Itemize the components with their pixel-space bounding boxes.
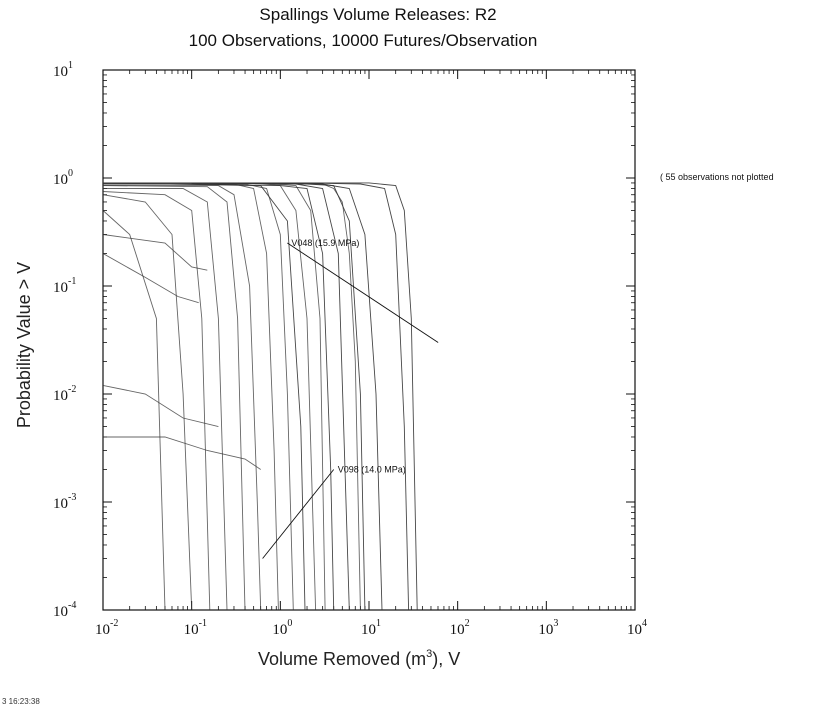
major-ticks bbox=[102, 69, 636, 611]
series-line-3 bbox=[103, 182, 317, 611]
y-tick-base: 10 bbox=[53, 388, 68, 404]
y-tick-exp: -4 bbox=[68, 600, 76, 611]
annotation-label-2: V098 (14.0 MPa) bbox=[338, 464, 406, 474]
x-tick-labels: 10-2 10-1 100 101 102 103 104 bbox=[95, 618, 647, 638]
series-line-17 bbox=[191, 182, 410, 611]
y-tick-base: 10 bbox=[53, 604, 68, 620]
plot-frame bbox=[102, 69, 636, 611]
y-tick-label: 10-4 bbox=[53, 600, 76, 620]
series-line-8 bbox=[103, 188, 228, 611]
annotation-label-1: V048 (15.9 MPa) bbox=[291, 238, 359, 248]
x-tick-base: 10 bbox=[538, 622, 553, 638]
chart-subtitle: 100 Observations, 10000 Futures/Observat… bbox=[189, 31, 538, 50]
x-axis-label-suffix: ), V bbox=[432, 649, 460, 669]
x-tick-exp: 0 bbox=[287, 618, 292, 629]
x-tick-exp: 1 bbox=[376, 618, 381, 629]
series-line-12 bbox=[102, 234, 208, 271]
series-line-6 bbox=[103, 185, 262, 611]
y-tick-exp: -2 bbox=[68, 384, 76, 395]
y-tick-exp: -1 bbox=[68, 276, 76, 287]
series-line-20 bbox=[191, 182, 350, 611]
y-tick-label: 10-2 bbox=[53, 384, 76, 404]
x-tick-base: 10 bbox=[627, 622, 642, 638]
y-axis-label: Probability Value > V bbox=[14, 262, 34, 428]
x-tick-exp: -2 bbox=[110, 618, 118, 629]
series-line-22 bbox=[102, 182, 306, 611]
chart-title: Spallings Volume Releases: R2 bbox=[259, 5, 496, 24]
x-tick-base: 10 bbox=[184, 622, 199, 638]
x-tick-base: 10 bbox=[450, 622, 465, 638]
x-tick-label: 102 bbox=[450, 618, 470, 638]
y-tick-base: 10 bbox=[53, 172, 68, 188]
y-tick-base: 10 bbox=[53, 496, 68, 512]
minor-ticks bbox=[103, 70, 635, 610]
x-tick-label: 100 bbox=[272, 618, 292, 638]
y-tick-exp: 0 bbox=[68, 168, 73, 179]
x-tick-exp: 3 bbox=[553, 618, 558, 629]
series-line-21 bbox=[191, 183, 335, 611]
x-tick-label: 10-2 bbox=[95, 618, 118, 638]
x-tick-base: 10 bbox=[95, 622, 110, 638]
x-tick-exp: 4 bbox=[642, 618, 647, 629]
series-line-5 bbox=[103, 183, 279, 611]
series-line-4 bbox=[103, 183, 294, 611]
y-tick-label: 101 bbox=[53, 60, 73, 80]
x-tick-exp: 2 bbox=[465, 618, 470, 629]
annotation-layer: V048 (15.9 MPa) V098 (14.0 MPa) bbox=[262, 238, 439, 559]
x-axis-label: Volume Removed (m3), V bbox=[258, 648, 460, 669]
y-tick-exp: 1 bbox=[68, 60, 73, 71]
series-line-11 bbox=[102, 210, 166, 611]
y-tick-base: 10 bbox=[53, 64, 68, 80]
x-axis-label-exp: 3 bbox=[426, 648, 432, 660]
x-tick-base: 10 bbox=[361, 622, 376, 638]
annotation-leader-1 bbox=[287, 242, 439, 343]
y-tick-label: 100 bbox=[53, 168, 73, 188]
series-line-7 bbox=[102, 185, 246, 611]
x-tick-exp: -1 bbox=[199, 618, 207, 629]
x-tick-label: 10-1 bbox=[184, 618, 207, 638]
x-tick-label: 104 bbox=[627, 618, 647, 638]
x-axis-label-main: Volume Removed (m bbox=[258, 649, 426, 669]
y-tick-base: 10 bbox=[53, 280, 68, 296]
y-tick-exp: -3 bbox=[68, 492, 76, 503]
series-line-15 bbox=[103, 436, 261, 470]
x-tick-label: 101 bbox=[361, 618, 381, 638]
series-line-9 bbox=[102, 191, 211, 611]
series-line-10 bbox=[102, 194, 193, 611]
series-line-14 bbox=[102, 384, 219, 427]
side-note: ( 55 observations not plotted bbox=[660, 172, 774, 182]
series-line-13 bbox=[102, 253, 199, 304]
y-tick-label: 10-1 bbox=[53, 276, 76, 296]
annotation-leader-2 bbox=[262, 469, 335, 559]
series-layer bbox=[102, 182, 418, 611]
x-tick-label: 103 bbox=[538, 618, 558, 638]
footer-timestamp: 3 16:23:38 bbox=[2, 697, 40, 706]
y-tick-label: 10-3 bbox=[53, 492, 76, 512]
x-tick-base: 10 bbox=[272, 622, 287, 638]
